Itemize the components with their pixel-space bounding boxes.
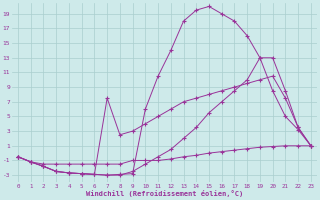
X-axis label: Windchill (Refroidissement éolien,°C): Windchill (Refroidissement éolien,°C) — [86, 190, 243, 197]
